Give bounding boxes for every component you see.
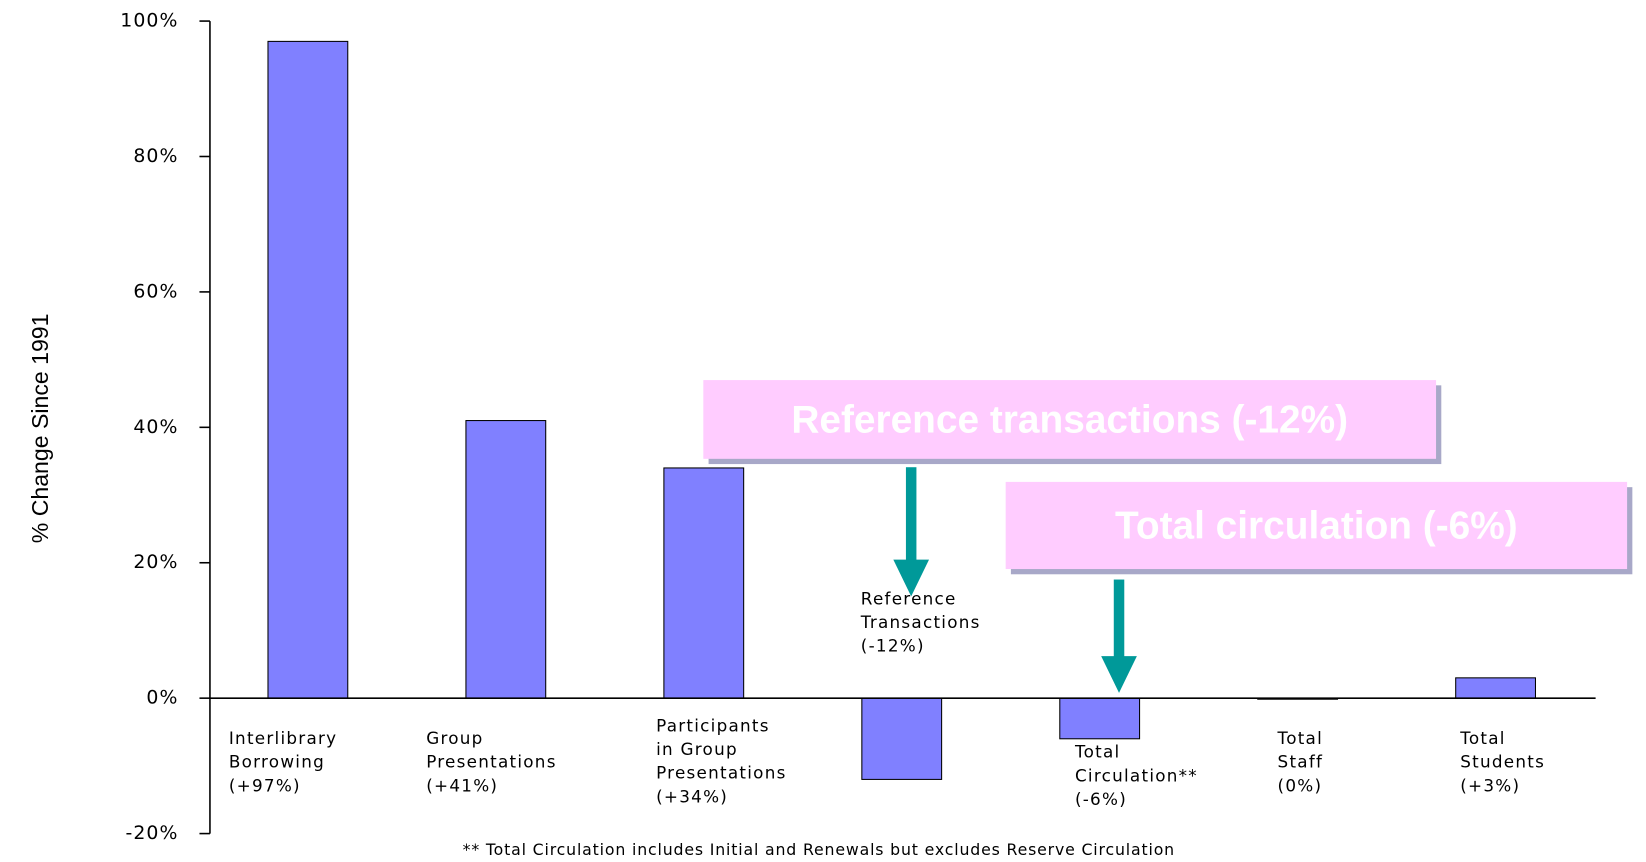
callout-2: Total circulation (-6%): [1005, 481, 1633, 693]
x-tick-label: Total Circulation** (-6%): [1074, 742, 1198, 809]
bar: [267, 40, 349, 699]
x-tick-label: Total Students (+3%): [1459, 728, 1545, 795]
y-axis-label: % Change Since 1991: [27, 314, 53, 544]
y-tick-label: 60%: [133, 280, 178, 302]
y-tick-label: 20%: [133, 551, 178, 573]
bar: [1455, 677, 1537, 699]
callout-box: [1005, 481, 1628, 570]
arrow-shaft: [1113, 579, 1125, 659]
bar: [861, 697, 943, 780]
y-tick-label: 100%: [120, 10, 178, 32]
bar: [663, 467, 745, 699]
bar: [1059, 697, 1141, 740]
arrow-head: [1101, 656, 1137, 693]
footnote: ** Total Circulation includes Initial an…: [463, 840, 1175, 859]
y-tick-label: -20%: [125, 822, 178, 844]
callout-1: Reference transactions (-12%): [703, 380, 1442, 597]
arrow-shaft: [905, 467, 917, 562]
y-tick-label: 80%: [133, 145, 178, 167]
callout-text: Reference transactions (-12%): [791, 398, 1348, 441]
x-tick-label: Participants in Group Presentations (+34%): [656, 716, 787, 807]
callout-text: Total circulation (-6%): [1115, 504, 1518, 547]
x-tick-label: Total Staff (0%): [1277, 728, 1324, 795]
x-tick-label: Interlibrary Borrowing (+97%): [229, 728, 337, 795]
callout-box: [703, 380, 1437, 459]
y-tick-label: 0%: [146, 687, 178, 709]
x-tick-label: Group Presentations (+41%): [426, 728, 557, 795]
arrow-head: [893, 559, 930, 597]
x-tick-label: Reference Transactions (-12%): [860, 588, 981, 655]
bar: [465, 420, 547, 699]
y-tick-label: 40%: [133, 416, 178, 438]
